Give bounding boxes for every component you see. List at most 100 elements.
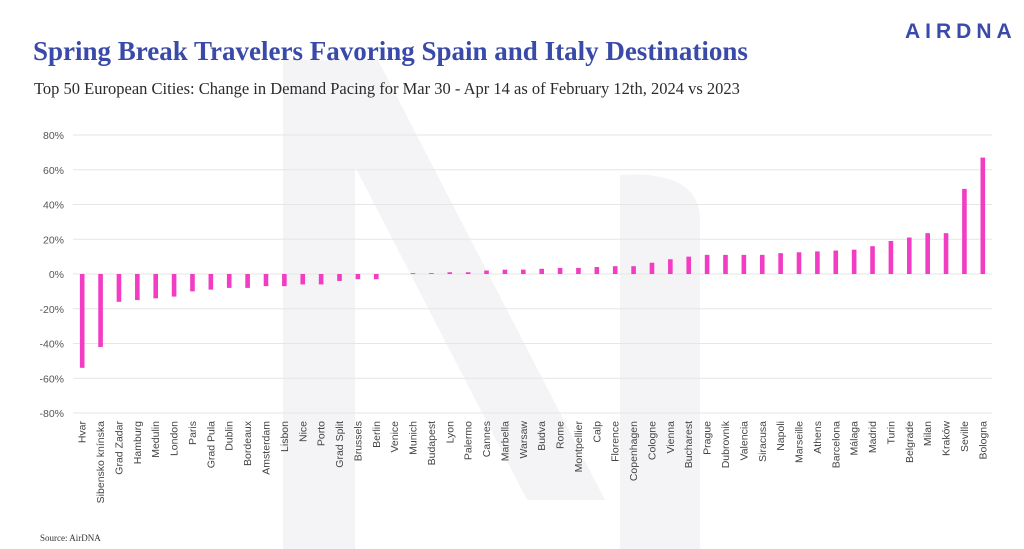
bar-35 (704, 254, 710, 274)
bar-33 (668, 259, 673, 274)
x-tick-label: Prague (702, 421, 714, 455)
bar-14 (318, 274, 324, 285)
bar-28 (576, 267, 581, 274)
y-tick-label: -40% (39, 339, 64, 351)
bar-48 (943, 233, 949, 274)
bar-11 (263, 274, 269, 287)
bar-29 (594, 267, 600, 274)
x-tick-label: Lisbon (279, 421, 291, 452)
bar-50 (980, 157, 986, 274)
x-tick-label: Brussels (352, 421, 364, 461)
x-tick-label: Napoli (775, 421, 787, 451)
bar-25 (521, 269, 526, 274)
bar-1 (79, 274, 85, 368)
x-tick-label: Vienna (665, 421, 677, 454)
y-axis: 80% 60% 40% 20% 0% -20% -40% -60% -80% (39, 130, 64, 420)
x-tick-label: Cologne (646, 421, 658, 460)
airdna-logo: AIRDNA (905, 20, 1017, 43)
x-tick-label: Barcelona (830, 421, 842, 468)
bar-46 (906, 237, 912, 274)
x-tick-label: Budapest (426, 421, 438, 465)
bar-16 (355, 274, 361, 280)
x-tick-label: Nice (297, 421, 309, 442)
bar-17 (373, 274, 379, 280)
x-tick-label: Bologna (977, 421, 989, 460)
x-tick-label: Bucharest (683, 421, 695, 468)
x-tick-label: Medulin (150, 421, 162, 458)
x-axis: Hvar Sibensko knínska Grad Zadar Hamburg Med… (77, 420, 990, 503)
chart-subtitle: Top 50 European Cities: Change in Demand… (34, 79, 740, 98)
bars (79, 157, 986, 368)
bar-44 (870, 246, 875, 274)
x-tick-label: Turin (885, 421, 897, 445)
x-tick-label: Berlin (371, 421, 383, 448)
chart-title: Spring Break Travelers Favoring Spain an… (33, 36, 748, 66)
bar-41 (815, 251, 820, 274)
x-tick-label: Munich (408, 421, 420, 455)
x-tick-label: Kraków (941, 421, 953, 456)
bar-13 (300, 274, 306, 285)
bar-22 (465, 272, 471, 274)
y-tick-label: -20% (39, 304, 64, 316)
y-tick-label: 80% (43, 130, 64, 142)
bar-6 (171, 274, 177, 297)
bar-7 (190, 274, 195, 292)
y-tick-label: 60% (43, 165, 64, 177)
x-tick-label: Rome (555, 421, 567, 449)
x-tick-label: Dubrovnik (720, 420, 732, 468)
bar-4 (135, 274, 140, 301)
bar-30 (612, 266, 618, 274)
y-tick-label: 0% (49, 269, 64, 281)
x-tick-label: Copenhagen (628, 421, 640, 481)
bar-9 (226, 274, 232, 288)
bar-24 (502, 269, 508, 274)
bar-40 (796, 252, 802, 274)
x-tick-label: Paris (187, 421, 199, 445)
x-tick-label: Grad Zadar (113, 421, 125, 475)
x-tick-label: Valencia (738, 421, 750, 461)
bar-43 (851, 249, 857, 274)
bar-34 (686, 256, 692, 274)
x-tick-label: Bordeaux (242, 420, 254, 466)
x-tick-label: Warsaw (518, 421, 530, 459)
x-tick-label: Venice (389, 421, 401, 453)
x-tick-label: Cannes (481, 421, 493, 457)
x-tick-label: London (169, 421, 181, 456)
bar-19 (410, 273, 416, 274)
bar-49 (962, 188, 967, 274)
gridlines (73, 134, 992, 414)
x-tick-label: Marseille (794, 421, 806, 463)
bar-31 (631, 266, 636, 274)
x-tick-label: Athens (812, 421, 824, 454)
x-tick-label: Milan (922, 421, 934, 446)
bar-27 (557, 267, 563, 274)
x-tick-label: Budva (536, 421, 548, 451)
bar-26 (539, 268, 544, 274)
bar-2 (98, 274, 103, 347)
x-tick-label: Montpellier (573, 420, 585, 472)
x-tick-label: Belgrade (904, 421, 916, 463)
x-tick-label: Amsterdam (260, 421, 272, 475)
x-tick-label: Porto (316, 421, 328, 446)
x-tick-label: Madrid (867, 421, 879, 453)
bar-45 (888, 240, 894, 274)
x-tick-label: Málaga (849, 421, 861, 456)
bar-8 (208, 274, 214, 290)
bar-32 (649, 262, 655, 274)
bar-5 (153, 274, 159, 299)
x-tick-label: Hamburg (132, 421, 144, 464)
bar-37 (741, 254, 747, 274)
y-tick-label: 40% (43, 200, 64, 212)
y-tick-label: -60% (39, 373, 64, 385)
x-tick-label: Siracusa (757, 421, 769, 462)
bar-42 (833, 250, 839, 274)
bar-15 (337, 274, 342, 281)
bar-12 (282, 274, 287, 287)
x-tick-label: Palermo (463, 421, 475, 460)
bar-38 (759, 254, 765, 274)
y-tick-label: 20% (43, 234, 64, 246)
bar-3 (116, 274, 122, 302)
x-tick-label: Florence (610, 421, 622, 462)
x-tick-label: Grad Split (334, 421, 346, 468)
bar-10 (245, 274, 250, 288)
